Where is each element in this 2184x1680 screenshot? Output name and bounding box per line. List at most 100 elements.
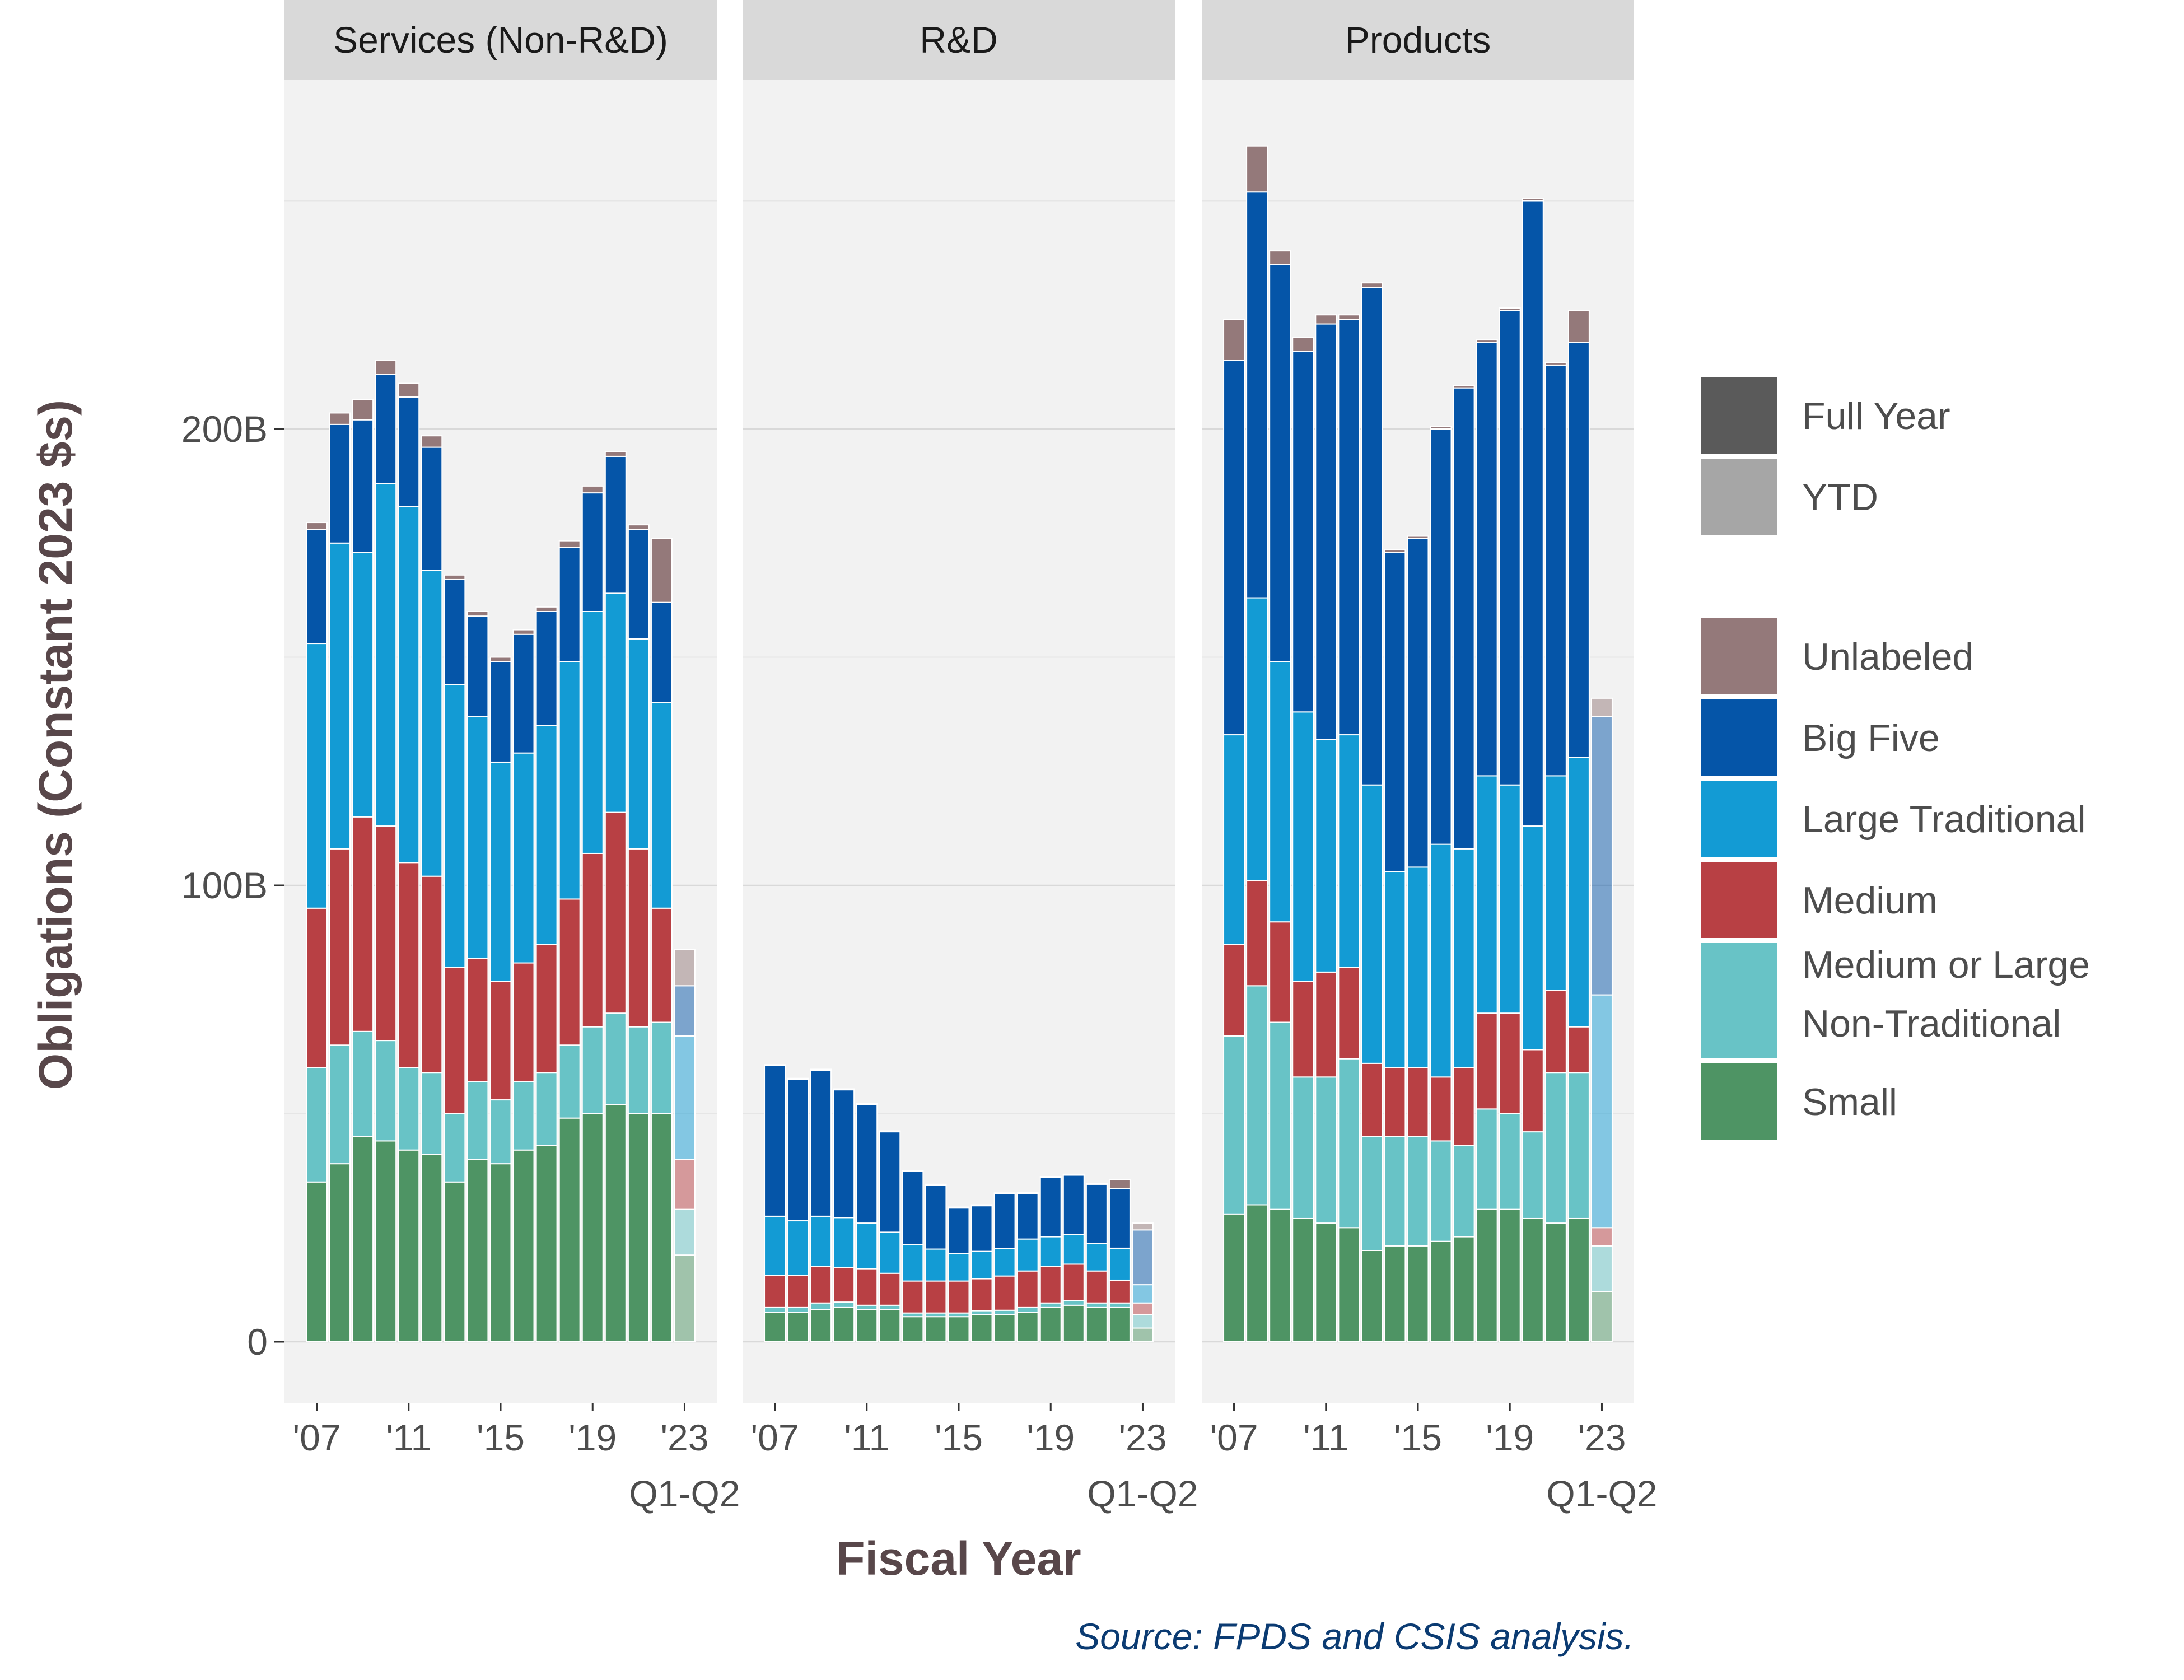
bar-products-medium-2019 xyxy=(1499,1012,1521,1114)
bar-products-unlabeled-2010 xyxy=(1292,337,1314,352)
bar-r-d-unlabeled-2023-q1-q2 xyxy=(1131,1222,1154,1231)
bar-services-non-r-d-unlabeled-2020 xyxy=(604,451,627,457)
bar-r-d-unlabeled-2013 xyxy=(902,1170,924,1173)
bar-services-non-r-d-small-2015 xyxy=(489,1163,512,1342)
bar-services-non-r-d-big-five-2015 xyxy=(489,661,512,763)
legend-label-large-traditional: Large Traditional xyxy=(1802,798,2086,841)
bar-products-medium-2013 xyxy=(1361,1062,1383,1137)
bar-services-non-r-d-big-five-2021 xyxy=(627,529,650,640)
bar-services-non-r-d-big-five-2008 xyxy=(329,423,351,544)
bar-r-d-medium-2013 xyxy=(902,1280,924,1314)
bar-products-medium-or-large-non-traditional-2021 xyxy=(1544,1072,1567,1224)
bar-services-non-r-d-large-traditional-2012 xyxy=(421,570,443,877)
bar-products-big-five-2011 xyxy=(1315,323,1337,740)
bar-r-d-medium-2018 xyxy=(1016,1270,1039,1308)
bar-services-non-r-d-unlabeled-2010 xyxy=(375,360,397,375)
bar-r-d-unlabeled-2018 xyxy=(1016,1192,1039,1194)
bar-products-big-five-2021 xyxy=(1544,364,1567,777)
bar-services-non-r-d-large-traditional-2019 xyxy=(581,611,604,854)
legend-key-big-five xyxy=(1699,697,1780,778)
bar-products-large-traditional-2010 xyxy=(1292,711,1314,982)
bar-r-d-unlabeled-2021 xyxy=(1085,1183,1108,1185)
bar-products-unlabeled-2022 xyxy=(1567,310,1590,343)
bar-services-non-r-d-small-2016 xyxy=(512,1149,535,1342)
facet-title-products: Products xyxy=(1345,19,1491,60)
legend-key-small xyxy=(1699,1061,1780,1142)
bar-products-small-2018 xyxy=(1476,1208,1498,1342)
bar-r-d-small-2017 xyxy=(993,1314,1016,1343)
x-tick-label: '15 xyxy=(1394,1417,1442,1458)
bar-services-non-r-d-medium-or-large-non-traditional-2010 xyxy=(375,1040,397,1142)
legend-key-medium xyxy=(1699,860,1780,940)
bar-products-unlabeled-2008 xyxy=(1246,145,1268,193)
bar-products-unlabeled-2011 xyxy=(1315,314,1337,325)
bar-services-non-r-d-large-traditional-2018 xyxy=(558,661,581,900)
bar-r-d-big-five-2012 xyxy=(879,1131,901,1233)
bar-r-d-unlabeled-2010 xyxy=(833,1088,855,1091)
bar-products-small-2008 xyxy=(1246,1204,1268,1342)
bar-services-non-r-d-medium-2021 xyxy=(627,848,650,1028)
bar-services-non-r-d-small-2011 xyxy=(398,1149,420,1342)
bar-products-medium-2012 xyxy=(1338,967,1360,1060)
legend: Full Year YTD Unlabeled Big Five Large Tradi… xyxy=(1699,375,2090,1142)
bar-products-large-traditional-2012 xyxy=(1338,734,1360,968)
bar-services-non-r-d-large-traditional-2017 xyxy=(535,725,558,945)
bar-services-non-r-d-medium-or-large-non-traditional-2008 xyxy=(329,1044,351,1165)
y-axis-title: Obligations (Constant 2023 $s) xyxy=(29,400,82,1090)
bar-products-unlabeled-2015 xyxy=(1407,535,1429,539)
bar-services-non-r-d-unlabeled-2012 xyxy=(421,435,443,448)
bar-products-large-traditional-2008 xyxy=(1246,597,1268,881)
bar-services-non-r-d-unlabeled-2009 xyxy=(352,399,374,421)
bar-services-non-r-d-unlabeled-2011 xyxy=(398,382,420,398)
bar-r-d-unlabeled-2015 xyxy=(948,1206,970,1209)
bar-products-large-traditional-2021 xyxy=(1544,775,1567,991)
bar-services-non-r-d-large-traditional-2007 xyxy=(306,643,328,909)
bar-r-d-medium-2009 xyxy=(810,1266,832,1304)
bar-products-small-2016 xyxy=(1430,1240,1452,1342)
legend-label-ytd: YTD xyxy=(1802,476,1878,519)
bar-products-big-five-2015 xyxy=(1407,538,1429,868)
bar-products-medium-2020 xyxy=(1522,1049,1544,1133)
bar-r-d-small-2021 xyxy=(1085,1306,1108,1342)
x-tick-label: '07 xyxy=(293,1417,341,1458)
bar-products-medium-or-large-non-traditional-2018 xyxy=(1476,1108,1498,1210)
bar-r-d-small-2008 xyxy=(787,1312,809,1342)
bar-products-large-traditional-2023-q1-q2 xyxy=(1590,994,1613,1229)
bar-products-small-2007 xyxy=(1223,1213,1245,1343)
bar-r-d-medium-or-large-non-traditional-2009 xyxy=(810,1302,832,1310)
bar-r-d-unlabeled-2017 xyxy=(993,1192,1016,1194)
bar-services-non-r-d-large-traditional-2011 xyxy=(398,506,420,864)
y-tick-label: 100B xyxy=(181,865,268,906)
bar-products-small-2012 xyxy=(1338,1227,1360,1342)
bar-r-d-unlabeled-2022 xyxy=(1108,1179,1131,1189)
x-tick-label: '11 xyxy=(386,1417,431,1458)
bar-r-d-medium-or-large-non-traditional-2017 xyxy=(993,1309,1016,1315)
bar-services-non-r-d-small-2017 xyxy=(535,1145,558,1343)
y-tick-label: 0 xyxy=(247,1321,268,1362)
facet-strip-services-non-r-d xyxy=(284,0,717,80)
bar-products-big-five-2012 xyxy=(1338,319,1360,736)
bar-r-d-big-five-2020 xyxy=(1062,1174,1085,1235)
bar-r-d-small-2014 xyxy=(925,1316,947,1343)
bar-services-non-r-d-big-five-2014 xyxy=(466,615,489,717)
legend-label-full-year: Full Year xyxy=(1802,395,1950,437)
bar-products-medium-2021 xyxy=(1544,990,1567,1074)
bar-r-d-big-five-2021 xyxy=(1085,1183,1108,1244)
bar-r-d-small-2023-q1-q2 xyxy=(1131,1327,1154,1343)
bar-services-non-r-d-large-traditional-2021 xyxy=(627,638,650,850)
bar-services-non-r-d-big-five-2019 xyxy=(581,492,604,612)
bar-services-non-r-d-big-five-2020 xyxy=(604,455,627,594)
bar-r-d-large-traditional-2015 xyxy=(948,1253,970,1282)
bar-r-d-medium-or-large-non-traditional-2010 xyxy=(833,1301,855,1308)
bar-products-big-five-2016 xyxy=(1430,428,1452,845)
bar-products-large-traditional-2015 xyxy=(1407,866,1429,1069)
bar-services-non-r-d-unlabeled-2015 xyxy=(489,656,512,662)
bar-r-d-unlabeled-2008 xyxy=(787,1077,809,1080)
bar-products-small-2017 xyxy=(1453,1236,1475,1343)
x-tick-label: '19 xyxy=(1026,1417,1075,1458)
bar-services-non-r-d-medium-2008 xyxy=(329,848,351,1046)
bar-r-d-unlabeled-2007 xyxy=(764,1064,786,1066)
bar-products-unlabeled-2017 xyxy=(1453,385,1475,389)
legend-label-medium: Medium xyxy=(1802,879,1938,922)
